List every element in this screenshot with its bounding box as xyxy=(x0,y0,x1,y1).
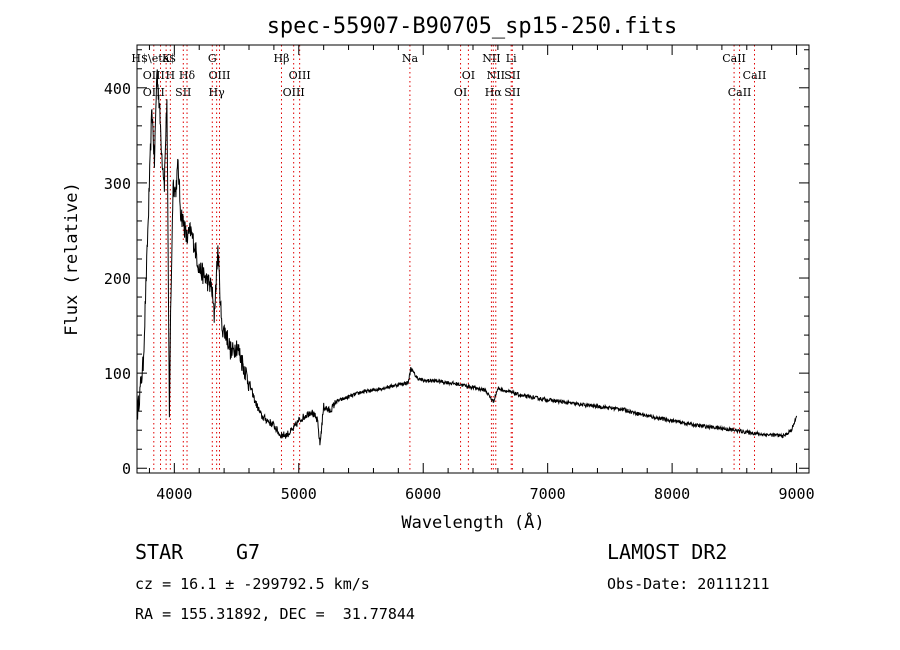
emission-line-label: Na xyxy=(402,52,419,65)
x-axis-ticks: 4000 5000 6000 7000 8000 9000 xyxy=(148,45,815,503)
y-tick-label: 400 xyxy=(104,80,131,98)
x-tick-label: 4000 xyxy=(156,485,192,503)
emission-line-label: H$\eta$ xyxy=(131,52,176,65)
emission-line-label: OIII xyxy=(289,69,311,82)
emission-line-label: Hδ xyxy=(179,69,196,82)
x-tick-label: 8000 xyxy=(654,485,690,503)
emission-line-label: Hβ xyxy=(274,52,290,65)
emission-line-label: OIII xyxy=(283,86,305,99)
y-tick-label: 100 xyxy=(104,365,131,383)
chart-title: spec-55907-B90705_sp15-250.fits xyxy=(267,14,678,39)
x-tick-label: 5000 xyxy=(281,485,317,503)
redshift-info: cz = 16.1 ± -299792.5 km/s xyxy=(135,575,370,593)
y-tick-label: 200 xyxy=(104,270,131,288)
emission-line-label: CaII xyxy=(722,52,746,65)
object-type: STAR xyxy=(135,540,184,564)
emission-line-label: SII xyxy=(504,86,520,99)
emission-line-label: SII xyxy=(504,69,520,82)
object-subclass: G7 xyxy=(236,540,261,564)
emission-line-label: NII xyxy=(487,69,505,82)
emission-line-label: NII xyxy=(482,52,500,65)
emission-line-labels: H$\eta$ OIII OIII KH SII Hδ G Hγ OIII Hβ OIII OIII N… xyxy=(131,52,766,99)
spectrum-line xyxy=(137,69,798,446)
emission-line-label: H xyxy=(166,69,176,82)
x-tick-label: 6000 xyxy=(405,485,441,503)
emission-line-label: K xyxy=(162,52,171,65)
emission-line-label: SII xyxy=(175,86,191,99)
observation-date: Obs-Date: 20111211 xyxy=(607,575,770,593)
x-axis-label: Wavelength (Å) xyxy=(401,511,544,533)
y-tick-label: 300 xyxy=(104,175,131,193)
y-axis-ticks: 0 100 200 300 400 xyxy=(104,49,809,478)
plot-frame xyxy=(136,44,810,474)
emission-line-label: OI xyxy=(462,69,475,82)
emission-line-label: CaII xyxy=(728,86,752,99)
emission-line-label: Hγ xyxy=(209,86,226,99)
emission-line-label: OIII xyxy=(143,86,165,99)
x-tick-label: 7000 xyxy=(530,485,566,503)
coordinates: RA = 155.31892, DEC = 31.77844 xyxy=(135,605,415,623)
y-axis-label: Flux (relative) xyxy=(62,182,82,336)
emission-line-label: CaII xyxy=(743,69,767,82)
emission-line-label: Hα xyxy=(485,86,503,99)
emission-line-label: G xyxy=(208,52,217,65)
emission-line-markers xyxy=(153,45,755,473)
y-tick-label: 0 xyxy=(122,460,131,478)
emission-line-label: OI xyxy=(454,86,467,99)
emission-line-label: OIII xyxy=(143,69,165,82)
emission-line-label: OIII xyxy=(208,69,230,82)
x-tick-label: 9000 xyxy=(778,485,814,503)
emission-line-label: Li xyxy=(506,52,517,65)
survey-name: LAMOST DR2 xyxy=(607,540,728,564)
